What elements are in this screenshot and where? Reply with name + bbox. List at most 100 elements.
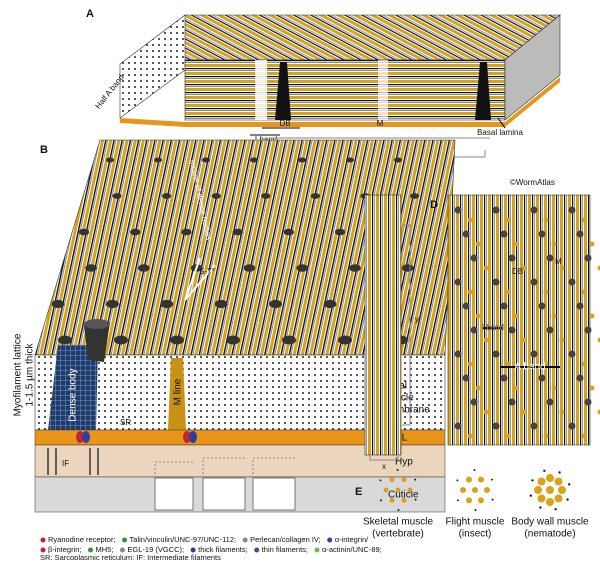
m-dot <box>582 290 587 295</box>
dense-body-dot <box>463 375 470 382</box>
thick-filament <box>408 488 413 493</box>
legend-swatch <box>88 548 93 553</box>
dense-body-dot <box>130 229 140 236</box>
thin-filament <box>474 509 476 511</box>
integrin <box>189 431 197 443</box>
dense-body-dot <box>463 231 470 238</box>
legend-swatch <box>120 548 125 553</box>
m-dot <box>506 362 511 367</box>
legend-swatch <box>191 548 196 553</box>
thick-filament <box>396 488 401 493</box>
m-dot <box>590 386 595 391</box>
dense-body-dot <box>531 423 538 430</box>
thin-filament <box>566 498 568 500</box>
legend-swatch <box>315 548 320 553</box>
thick-filament <box>554 478 562 486</box>
m-dot <box>506 290 511 295</box>
dense-body-dot <box>471 399 478 406</box>
m-dot <box>544 218 549 223</box>
dense-body-dot <box>170 336 184 345</box>
legend-swatch <box>243 538 248 543</box>
dense-body-dot <box>547 399 554 406</box>
thick-filament <box>546 486 554 494</box>
dense-body-dot <box>577 303 584 310</box>
m-dot <box>484 266 489 271</box>
label-lattice: 1-1.5 µm thick <box>25 343 36 407</box>
thin-filament <box>380 499 382 501</box>
dense-body-dot <box>547 255 554 262</box>
m-dot <box>468 362 473 367</box>
dense-body-dot <box>585 399 592 406</box>
dense-body-dot <box>402 264 414 271</box>
inset-box <box>155 478 193 510</box>
thick-filament <box>466 497 472 503</box>
dense-body-dot <box>531 207 538 214</box>
dense-body-dot <box>455 351 462 358</box>
thin-filament <box>474 469 476 471</box>
thin-filament <box>492 499 494 501</box>
label-m-line: M line <box>173 378 184 405</box>
thin-filament <box>543 470 545 472</box>
legend-item: Perlecan/collagen IV; <box>250 535 321 544</box>
panel-label: D <box>430 199 438 211</box>
thin-filament <box>554 508 556 510</box>
thick-filament <box>402 498 407 503</box>
legend-note: SR: Sarcoplasmic reticulum; IF: Intermed… <box>40 553 221 560</box>
dense-body-dot <box>226 336 240 345</box>
dense-body-dot <box>493 207 500 214</box>
legend-item: thin filaments; <box>262 545 308 554</box>
thick-filament <box>390 498 395 503</box>
dense-body-dot <box>311 193 320 199</box>
dense-body-dot <box>232 229 242 236</box>
dense-body-dot <box>577 375 584 382</box>
m-dot <box>506 218 511 223</box>
caption: Body wall muscle <box>511 517 589 528</box>
dense-body-dot <box>493 423 500 430</box>
m-dot <box>552 386 557 391</box>
caption: Flight muscle <box>446 517 505 528</box>
dense-body-dot <box>463 303 470 310</box>
legend-swatch <box>41 538 46 543</box>
thick-filament <box>538 478 546 486</box>
dense-body-dot <box>569 423 576 430</box>
dense-body-dot <box>539 231 546 238</box>
cell-section <box>365 195 401 455</box>
m-dot <box>468 434 473 439</box>
dense-body-dot <box>212 193 221 199</box>
thick-filament <box>384 488 389 493</box>
dense-body-dot <box>493 351 500 358</box>
thick-filament <box>402 477 407 482</box>
dense-body-dot <box>269 300 282 308</box>
dense-body-dot <box>349 264 361 271</box>
dense-body-dot <box>471 327 478 334</box>
dense-body-dot <box>501 303 508 310</box>
dense-body-dot <box>501 231 508 238</box>
m-dot <box>552 314 557 319</box>
m-dot <box>552 242 557 247</box>
dense-body-dot <box>338 336 352 345</box>
dense-body-dot <box>577 231 584 238</box>
panel-label: B <box>40 144 48 156</box>
legend: Ryanodine receptor;Talin/vinculin/UNC-97… <box>40 535 382 560</box>
credit: ©WormAtlas <box>510 178 555 187</box>
legend-swatch <box>254 548 259 553</box>
label-if: IF <box>62 459 69 468</box>
dense-body-dot <box>282 336 296 345</box>
caption: (nematode) <box>524 529 575 540</box>
dense-body-dot <box>509 327 516 334</box>
dense-body-dot <box>106 300 119 308</box>
thick-filament <box>472 487 478 493</box>
label-a-band: A band <box>514 362 545 373</box>
label-x: x <box>382 462 386 471</box>
thin-filament <box>457 499 459 501</box>
m-zone <box>378 60 388 120</box>
dense-body-dot <box>181 229 191 236</box>
label-m: M <box>555 257 562 266</box>
label-db: DB <box>512 267 523 276</box>
block-top <box>130 15 560 60</box>
i-band-zone <box>255 60 267 120</box>
m-dot <box>560 338 565 343</box>
dense-body-dot <box>394 158 402 163</box>
